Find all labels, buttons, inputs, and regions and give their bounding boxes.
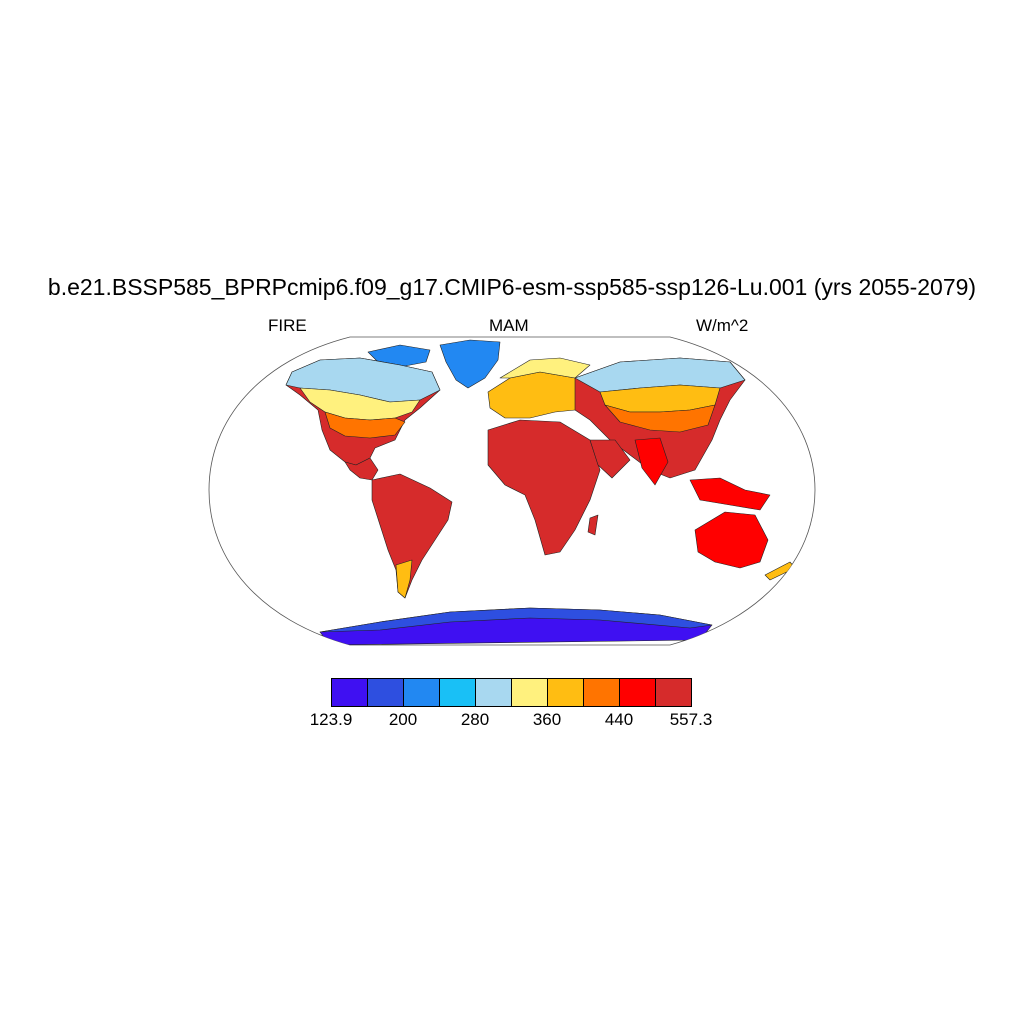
arabia: [589, 439, 631, 479]
colorbar-swatch: [512, 679, 548, 706]
colorbar-label: 280: [460, 710, 490, 729]
colorbar-swatch: [584, 679, 620, 706]
variable-label: FIRE: [268, 316, 307, 335]
na-warm: [324, 411, 406, 439]
colorbar-swatch: [656, 679, 691, 706]
india: [634, 437, 669, 486]
colorbar-label: 440: [604, 710, 634, 729]
africa: [487, 419, 601, 556]
europe-north: [499, 357, 591, 379]
colorbar-label: 123.9: [309, 710, 353, 729]
se-asia: [689, 477, 771, 511]
australia: [694, 511, 769, 569]
map-title: b.e21.BSSP585_BPRPcmip6.f09_g17.CMIP6-es…: [47, 274, 977, 300]
colorbar-swatch: [368, 679, 404, 706]
central-america: [344, 457, 379, 481]
season-label: MAM: [489, 316, 529, 335]
madagascar: [587, 514, 599, 536]
colorbar-swatch: [476, 679, 512, 706]
colorbar-swatch: [332, 679, 368, 706]
colorbar: [331, 678, 692, 707]
land-field: [285, 339, 796, 645]
colorbar-swatch: [548, 679, 584, 706]
colorbar-swatch: [404, 679, 440, 706]
greenland: [439, 339, 501, 389]
colorbar-label: 360: [532, 710, 562, 729]
colorbar-label: 557.3: [669, 710, 713, 729]
colorbar-swatch: [440, 679, 476, 706]
antarctica-coast: [319, 607, 713, 633]
asia-band: [604, 404, 716, 433]
na-mid: [299, 387, 421, 421]
units-label: W/m^2: [696, 316, 749, 335]
colorbar-label: 200: [388, 710, 418, 729]
sa-south: [395, 559, 413, 599]
colorbar-swatch: [620, 679, 656, 706]
south-america: [371, 473, 453, 599]
